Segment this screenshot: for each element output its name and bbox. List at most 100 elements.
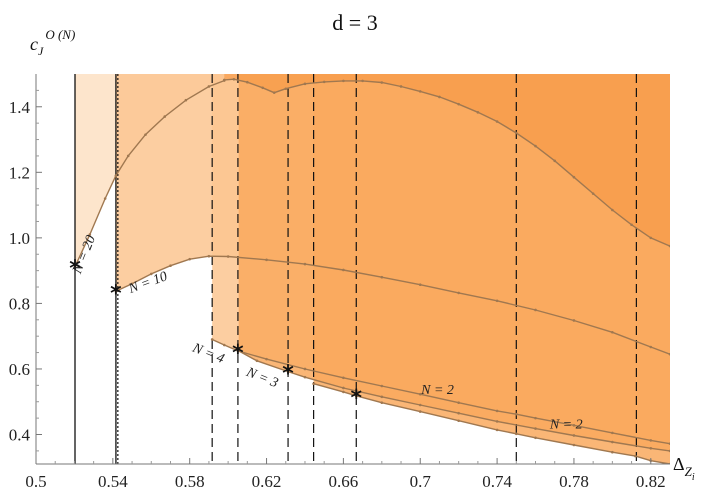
boundary-point	[399, 85, 403, 88]
x-tick-label: 0.66	[329, 472, 359, 491]
boundary-point	[226, 255, 230, 258]
boundary-point	[255, 359, 259, 363]
boundary-point	[476, 111, 480, 114]
boundary-point	[265, 258, 268, 262]
boundary-point	[188, 257, 191, 261]
boundary-point	[342, 386, 345, 390]
boundary-point	[149, 272, 153, 276]
star-marker: *	[282, 362, 294, 387]
boundary-point	[649, 345, 653, 349]
x-tick-label: 0.58	[175, 472, 205, 491]
vertical-lines-layer	[74, 74, 637, 464]
boundary-point	[232, 77, 236, 81]
boundary-point	[572, 443, 576, 447]
boundary-point	[534, 308, 537, 312]
boundary-point	[303, 375, 307, 379]
boundary-point	[611, 330, 614, 334]
boundary-point	[495, 299, 499, 303]
boundary-point	[591, 192, 595, 195]
boundary-point	[126, 154, 130, 158]
boundary-point	[418, 90, 422, 93]
boundary-point	[88, 233, 92, 236]
y-tick-label: 1.0	[9, 229, 30, 248]
region-label: N = 2	[420, 383, 454, 398]
boundary-point	[534, 436, 537, 440]
boundary-point	[668, 352, 670, 356]
boundary-point	[73, 265, 77, 269]
upper-boundary-curve	[224, 78, 670, 247]
x-tick-label: 0.5	[25, 472, 46, 491]
boundary-point	[457, 401, 460, 405]
boundary-point	[342, 268, 345, 272]
boundary-point	[457, 419, 460, 423]
boundary-point	[286, 370, 290, 373]
boundary-curve	[74, 79, 225, 267]
boundary-point	[572, 175, 576, 179]
boundary-point	[380, 395, 384, 399]
boundary-curve	[238, 350, 670, 452]
boundary-point	[130, 282, 134, 286]
boundary-curve	[313, 383, 670, 464]
x-tick-label: 0.54	[98, 472, 128, 491]
star-marker: *	[351, 386, 363, 411]
boundary-point	[103, 197, 107, 200]
boundary-point	[418, 392, 422, 396]
y-tick-label: 0.6	[9, 360, 30, 379]
x-axis-label: ΔZi	[673, 454, 695, 483]
boundary-point	[418, 410, 422, 413]
boundary-point	[649, 439, 653, 442]
boundary-point	[553, 159, 557, 163]
boundary-point	[515, 432, 518, 436]
y-axis-label: cJO (N)	[30, 27, 75, 58]
boundary-point	[457, 411, 460, 415]
star-marker: *	[69, 257, 81, 282]
boundary-point	[261, 86, 265, 90]
boundary-point	[495, 420, 499, 423]
boundary-point	[207, 254, 211, 258]
y-tick-label: 1.2	[9, 163, 30, 182]
boundary-point	[572, 319, 576, 322]
x-tick-label: 0.7	[410, 472, 432, 491]
x-tick-label: 0.78	[559, 472, 589, 491]
boundary-point	[169, 264, 172, 268]
x-axis-title: ΔZi	[673, 454, 695, 483]
region-label: N = 2	[549, 418, 583, 433]
boundary-point	[342, 390, 345, 394]
boundary-point	[237, 349, 240, 353]
boundary-point	[114, 174, 118, 177]
region-label: N = 4	[189, 340, 226, 367]
boundary-point	[630, 223, 633, 227]
boundary-point	[572, 434, 576, 437]
boundary-point	[284, 87, 288, 91]
boundary-point	[303, 367, 307, 371]
boundary-point	[668, 449, 670, 453]
boundary-point	[611, 431, 614, 435]
boundary-point	[611, 450, 614, 454]
boundary-point	[634, 454, 637, 458]
boundary-point	[515, 131, 518, 135]
boundary-point	[572, 424, 576, 427]
y-axis-title: cJO (N)	[30, 27, 75, 58]
x-tick-label: 0.74	[482, 472, 512, 491]
boundary-curve	[211, 338, 670, 445]
boundary-point	[515, 412, 518, 416]
star-marker: *	[110, 281, 122, 306]
boundary-point	[418, 283, 422, 287]
boundary-point	[380, 401, 384, 405]
boundary-point	[303, 82, 307, 86]
boundary-point	[380, 384, 384, 388]
boundary-point	[342, 79, 345, 83]
y-tick-label: 0.8	[9, 294, 30, 313]
boundary-point	[457, 291, 460, 295]
boundary-point	[322, 80, 326, 84]
boundary-point	[649, 446, 653, 450]
boundary-point	[534, 144, 537, 148]
boundary-point	[272, 91, 276, 94]
upper-region-fill	[224, 74, 670, 247]
boundary-point	[144, 133, 147, 136]
boundary-point	[380, 81, 384, 84]
y-tick-label: 1.4	[9, 98, 31, 117]
boundary-point	[246, 80, 249, 84]
boundary-point	[184, 98, 188, 102]
